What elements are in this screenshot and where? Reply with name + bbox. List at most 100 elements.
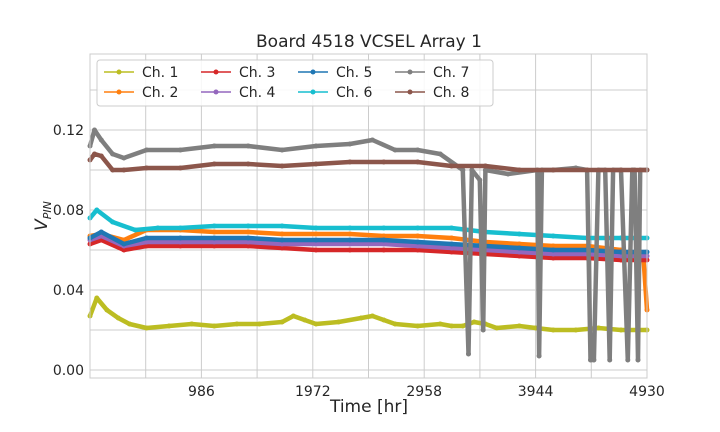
data-point	[516, 249, 522, 255]
data-point	[110, 219, 116, 225]
data-point	[482, 167, 488, 173]
data-point	[110, 151, 116, 157]
legend-marker	[116, 69, 122, 75]
data-point	[381, 225, 387, 231]
data-point	[516, 245, 522, 251]
data-point	[449, 235, 455, 241]
y-axis-label-sub: PIN	[41, 201, 54, 219]
legend-item: Ch. 7	[395, 65, 469, 81]
x-tick-label: 3944	[518, 384, 554, 400]
data-point	[550, 327, 556, 333]
x-tick-label: 1972	[295, 384, 331, 400]
data-point	[381, 233, 387, 239]
y-axis-label: VPIN	[32, 201, 54, 231]
data-point	[211, 239, 217, 245]
legend-label: Ch. 7	[433, 65, 469, 81]
legend-marker	[407, 69, 413, 75]
data-point	[189, 321, 195, 327]
legend-marker	[310, 69, 316, 75]
data-point	[245, 239, 251, 245]
legend-label: Ch. 1	[142, 65, 178, 81]
data-point	[279, 147, 285, 153]
data-point	[177, 147, 183, 153]
data-point	[177, 165, 183, 171]
data-point	[121, 247, 127, 253]
data-point	[143, 243, 149, 249]
data-point	[449, 323, 455, 329]
data-point	[415, 323, 421, 329]
data-point	[313, 247, 319, 253]
data-point	[279, 231, 285, 237]
data-point	[279, 245, 285, 251]
data-point	[245, 235, 251, 241]
data-point	[369, 137, 375, 143]
data-point	[290, 313, 296, 319]
x-tick-label: 4930	[629, 384, 665, 400]
series-5	[87, 229, 650, 255]
data-point	[477, 177, 483, 183]
data-point	[415, 239, 421, 245]
data-point	[155, 225, 161, 231]
data-point	[381, 247, 387, 253]
data-point	[449, 249, 455, 255]
data-point	[480, 327, 486, 333]
series-1	[87, 295, 650, 333]
data-point	[279, 241, 285, 247]
plot-frame	[89, 53, 648, 379]
data-point	[211, 223, 217, 229]
legend-item: Ch. 3	[201, 65, 275, 81]
data-point	[211, 229, 217, 235]
data-point	[550, 255, 556, 261]
legend-item: Ch. 8	[395, 85, 469, 101]
data-point	[550, 251, 556, 257]
data-point	[516, 231, 522, 237]
data-point	[465, 351, 471, 357]
data-point	[358, 315, 364, 321]
data-point	[313, 237, 319, 243]
data-point	[347, 247, 353, 253]
data-point	[516, 323, 522, 329]
legend-label: Ch. 2	[142, 85, 178, 101]
data-point	[437, 321, 443, 327]
data-point	[302, 317, 308, 323]
data-point	[279, 237, 285, 243]
legend-box	[96, 59, 494, 107]
legend-item: Ch. 5	[298, 65, 372, 81]
data-point	[104, 307, 110, 313]
data-point	[256, 321, 262, 327]
data-point	[211, 161, 217, 167]
data-point	[415, 247, 421, 253]
data-point	[177, 243, 183, 249]
data-point	[536, 353, 542, 359]
legend-marker	[213, 89, 219, 95]
legend-item: Ch. 1	[104, 65, 178, 81]
data-point	[505, 171, 511, 177]
data-point	[618, 167, 624, 173]
data-point	[143, 239, 149, 245]
x-axis-label: Time [hr]	[329, 397, 408, 417]
data-point	[132, 227, 138, 233]
data-point	[415, 225, 421, 231]
data-point	[313, 231, 319, 237]
data-point	[177, 235, 183, 241]
data-point	[166, 323, 172, 329]
y-axis-label-main: V	[32, 218, 52, 231]
series-6	[87, 207, 650, 241]
data-point	[313, 143, 319, 149]
data-point	[347, 241, 353, 247]
data-point	[313, 225, 319, 231]
data-point	[415, 233, 421, 239]
data-point	[550, 247, 556, 253]
data-point	[92, 151, 98, 157]
data-point	[336, 319, 342, 325]
data-point	[449, 245, 455, 251]
data-point	[635, 357, 641, 363]
legend-marker	[213, 69, 219, 75]
data-point	[279, 163, 285, 169]
data-point	[584, 167, 590, 173]
y-tick-label: 0.08	[53, 203, 84, 219]
x-tick-label: 2958	[406, 384, 442, 400]
data-point	[121, 167, 127, 173]
data-point	[392, 321, 398, 327]
